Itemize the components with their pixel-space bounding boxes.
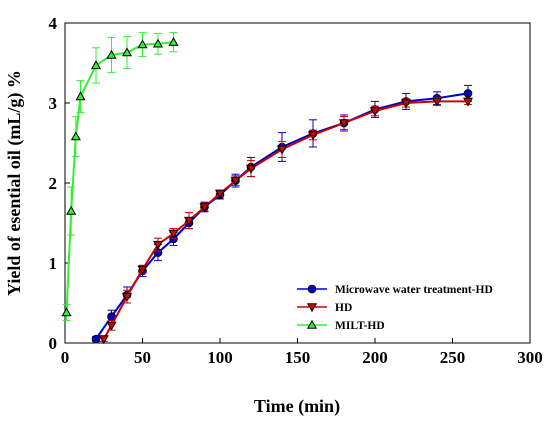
data-point bbox=[462, 97, 474, 107]
legend-label: MILT-HD bbox=[335, 320, 385, 332]
legend-label: Microwave water treatment-HD bbox=[335, 284, 493, 296]
x-tick-label-150: 150 bbox=[285, 348, 311, 367]
data-point bbox=[245, 164, 257, 174]
x-tick-label-200: 200 bbox=[362, 348, 388, 367]
axis-ticks: 0 50 100 150 200 250 300 0 1 2 3 4 bbox=[49, 14, 543, 367]
x-tick-label-50: 50 bbox=[134, 348, 151, 367]
data-point bbox=[400, 99, 412, 109]
y-tick-label-4: 4 bbox=[49, 14, 58, 33]
legend-item-2: MILT-HD bbox=[297, 319, 385, 332]
data-point bbox=[91, 334, 101, 344]
data-point bbox=[152, 240, 164, 250]
y-tick-label-0: 0 bbox=[49, 334, 58, 353]
data-point bbox=[75, 91, 86, 101]
data-point bbox=[61, 307, 72, 317]
data-point bbox=[431, 97, 443, 107]
legend-marker bbox=[306, 303, 318, 313]
legend-marker bbox=[307, 284, 317, 294]
legend-item-1: HD bbox=[297, 302, 352, 314]
data-point bbox=[106, 49, 117, 59]
data-point bbox=[276, 145, 288, 155]
data-point bbox=[214, 189, 226, 199]
y-tick-label-2: 2 bbox=[49, 174, 58, 193]
x-axis-title: Time (min) bbox=[254, 396, 340, 417]
x-tick-label-0: 0 bbox=[61, 348, 70, 367]
legend-item-0: Microwave water treatment-HD bbox=[297, 284, 493, 296]
data-point bbox=[121, 292, 133, 302]
y-axis-title: Yield of esential oil (mL/g) % bbox=[4, 70, 25, 296]
x-tick-label-100: 100 bbox=[207, 348, 233, 367]
data-point bbox=[90, 60, 102, 70]
data-point bbox=[121, 47, 133, 57]
data-point bbox=[137, 39, 148, 49]
data-point bbox=[98, 335, 109, 345]
data-point bbox=[307, 131, 319, 141]
legend: Microwave water treatment-HD HD MILT-HD bbox=[297, 284, 493, 332]
data-point bbox=[199, 203, 210, 213]
data-point bbox=[183, 216, 195, 226]
data-point bbox=[106, 321, 117, 331]
x-tick-label-300: 300 bbox=[517, 348, 543, 367]
data-point bbox=[369, 107, 381, 117]
y-tick-label-3: 3 bbox=[49, 94, 58, 113]
y-tick-label-1: 1 bbox=[49, 254, 58, 273]
data-point bbox=[463, 89, 473, 98]
data-point bbox=[137, 265, 148, 275]
data-point bbox=[152, 38, 164, 48]
data-point bbox=[230, 176, 241, 186]
series-layer bbox=[61, 32, 474, 345]
legend-marker bbox=[306, 319, 318, 329]
data-point bbox=[66, 205, 77, 215]
x-tick-label-250: 250 bbox=[440, 348, 466, 367]
data-point bbox=[338, 119, 350, 129]
series-2 bbox=[61, 32, 179, 322]
series-line bbox=[102, 100, 468, 340]
data-point bbox=[168, 229, 179, 239]
legend-label: HD bbox=[335, 302, 352, 314]
series-1 bbox=[98, 96, 474, 345]
series-line bbox=[65, 41, 174, 313]
data-point bbox=[168, 36, 179, 46]
data-point bbox=[70, 131, 81, 141]
